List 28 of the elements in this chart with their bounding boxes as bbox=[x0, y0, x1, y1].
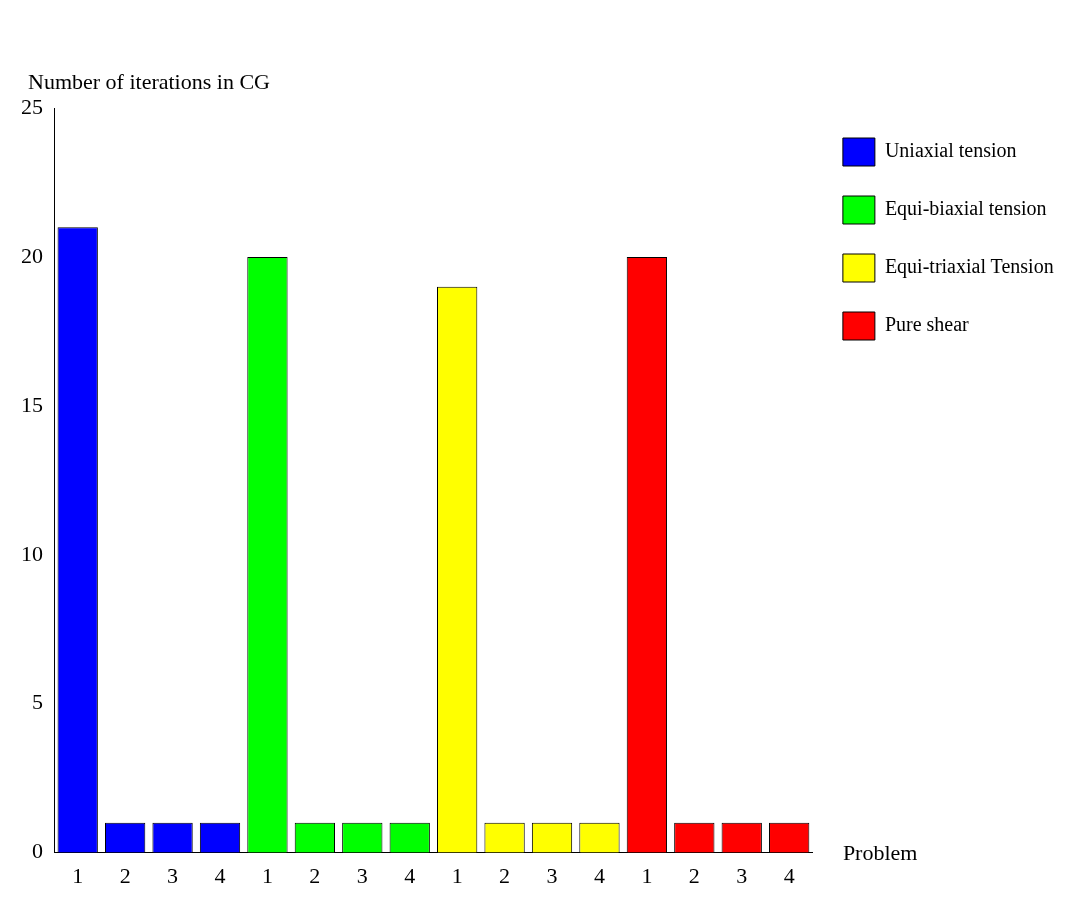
x-tick-label: 2 bbox=[309, 862, 321, 888]
x-tick-label: 4 bbox=[404, 862, 416, 888]
x-tick-label: 3 bbox=[736, 862, 748, 888]
x-tick-label: 2 bbox=[119, 862, 131, 888]
legend-label: Uniaxial tension bbox=[884, 139, 1017, 162]
legend-label: Equi-triaxial Tension bbox=[884, 255, 1054, 279]
x-tick-label: 4 bbox=[593, 862, 605, 888]
x-tick-label: 3 bbox=[546, 862, 558, 888]
y-tick-label: 15 bbox=[21, 391, 43, 417]
x-tick-label: 2 bbox=[499, 862, 511, 888]
x-tick-label: 1 bbox=[261, 862, 273, 888]
y-tick-label: 25 bbox=[21, 93, 43, 119]
y-tick-label: 20 bbox=[21, 242, 43, 268]
y-tick-label: 5 bbox=[32, 689, 43, 715]
x-tick-label: 4 bbox=[783, 862, 795, 888]
x-tick-label: 1 bbox=[641, 862, 653, 888]
x-tick-label: 3 bbox=[356, 862, 368, 888]
x-tick-label: 4 bbox=[214, 862, 226, 888]
y-tick-label: 10 bbox=[21, 540, 43, 566]
x-tick-label: 2 bbox=[688, 862, 700, 888]
y-tick-label: 0 bbox=[32, 838, 43, 864]
x-axis-title: Problem bbox=[842, 840, 918, 866]
x-tick-label: 3 bbox=[167, 862, 179, 888]
legend-label: Equi-biaxial tension bbox=[884, 197, 1047, 221]
x-tick-label: 1 bbox=[72, 862, 84, 888]
x-tick-label: 1 bbox=[451, 862, 463, 888]
y-axis-title: Number of iterations in CG bbox=[28, 68, 271, 94]
legend-label: Pure shear bbox=[884, 313, 970, 336]
